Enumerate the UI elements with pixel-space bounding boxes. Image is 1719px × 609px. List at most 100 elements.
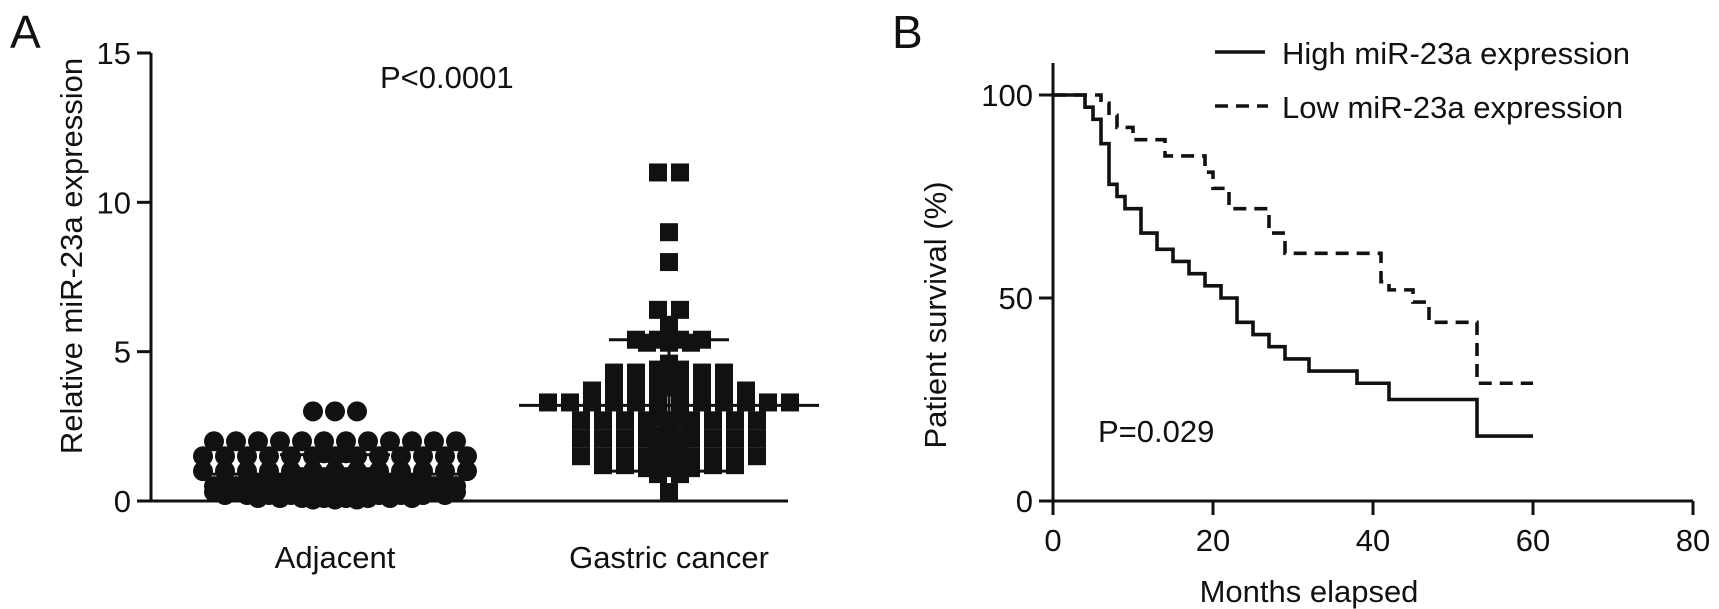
data-point [649, 300, 667, 319]
panel-b-y-tick-label: 0 [1016, 484, 1033, 519]
data-point [391, 446, 411, 467]
panel-b-curves [1053, 93, 1533, 438]
panel-a-category-label: Gastric cancer [569, 540, 769, 575]
data-point [215, 461, 235, 482]
data-point [671, 393, 689, 412]
data-point [259, 446, 279, 467]
data-point [605, 393, 623, 412]
data-point [193, 446, 213, 467]
data-point [660, 223, 678, 242]
panel-a-y-axis-label: Relative miR-23a expression [54, 58, 89, 454]
data-point [682, 333, 700, 352]
data-point [715, 363, 733, 382]
panel-b-x-axis-label: Months elapsed [1200, 574, 1419, 609]
data-point [215, 485, 235, 506]
data-point [748, 429, 766, 448]
data-point [660, 483, 678, 502]
data-point [457, 461, 477, 482]
data-point [248, 488, 268, 509]
panel-b-y-ticks: 0 50 100 [981, 78, 1053, 519]
data-point [726, 429, 744, 448]
data-point [638, 333, 656, 352]
panel-b-label: B [892, 6, 923, 58]
data-point [693, 363, 711, 382]
data-point [605, 363, 623, 382]
data-point [303, 401, 323, 422]
data-point [693, 393, 711, 412]
legend-entry-high: High miR-23a expression [1282, 36, 1630, 71]
data-point [270, 431, 290, 452]
legend-entry-low: Low miR-23a expression [1282, 90, 1623, 125]
data-point [572, 411, 590, 430]
data-point [347, 401, 367, 422]
data-point [660, 253, 678, 272]
panel-a-y-tick-label: 5 [114, 335, 131, 370]
data-point [748, 447, 766, 466]
panel-a-category-label: Adjacent [275, 540, 396, 575]
data-point [204, 431, 224, 452]
data-point [726, 411, 744, 430]
data-point [413, 446, 433, 467]
panel-b-x-tick-label: 80 [1676, 523, 1710, 558]
data-point [424, 431, 444, 452]
data-point [402, 488, 422, 509]
panel-b-p-value: P=0.029 [1098, 414, 1214, 449]
data-point [435, 461, 455, 482]
panel-b-x-tick-label: 20 [1196, 523, 1230, 558]
data-point [649, 465, 667, 484]
data-point [616, 411, 634, 430]
data-point [193, 461, 213, 482]
data-point [671, 163, 689, 182]
data-point [594, 456, 612, 475]
panel-a-y-tick-label: 15 [97, 36, 131, 71]
data-point [616, 429, 634, 448]
data-point [594, 429, 612, 448]
data-point [435, 446, 455, 467]
data-point [737, 393, 755, 412]
data-point [292, 431, 312, 452]
data-point [671, 465, 689, 484]
data-point [435, 485, 455, 506]
data-point [358, 431, 378, 452]
data-point [715, 393, 733, 412]
survival-curve-dashed [1053, 93, 1533, 386]
data-point [726, 456, 744, 475]
survival-curve-solid [1053, 93, 1533, 438]
data-point [627, 393, 645, 412]
data-point [215, 446, 235, 467]
data-point [704, 429, 722, 448]
panel-b-x-tick-label: 60 [1516, 523, 1550, 558]
data-point [539, 393, 557, 412]
data-point [748, 411, 766, 430]
panel-b: B Patient survival (%) Months elapsed 0 5… [892, 6, 1710, 609]
panel-a: A Relative miR-23a expression 0 5 10 15 Adj… [10, 6, 819, 575]
data-point [325, 401, 345, 422]
data-point [627, 363, 645, 382]
data-point [649, 163, 667, 182]
panel-b-x-tick-label: 40 [1356, 523, 1390, 558]
panel-a-y-ticks: 0 5 10 15 [97, 36, 151, 519]
data-point [561, 393, 579, 412]
data-point [781, 393, 799, 412]
data-point [270, 488, 290, 509]
data-point [380, 488, 400, 509]
data-point [594, 411, 612, 430]
data-point [759, 393, 777, 412]
panel-b-y-tick-label: 50 [999, 281, 1033, 316]
data-point [457, 446, 477, 467]
panel-b-legend: High miR-23a expression Low miR-23a expr… [1215, 36, 1630, 125]
panel-b-x-tick-label: 0 [1044, 523, 1061, 558]
panel-b-y-axis-label: Patient survival (%) [918, 181, 953, 448]
data-point [226, 431, 246, 452]
data-point [402, 431, 422, 452]
data-point [704, 411, 722, 430]
data-point [671, 300, 689, 319]
data-point [248, 431, 268, 452]
data-point [572, 447, 590, 466]
panel-b-x-ticks: 0 20 40 60 80 [1044, 501, 1710, 558]
data-point [583, 393, 601, 412]
data-point [380, 431, 400, 452]
panel-a-y-tick-label: 0 [114, 484, 131, 519]
panel-a-label: A [10, 6, 41, 58]
